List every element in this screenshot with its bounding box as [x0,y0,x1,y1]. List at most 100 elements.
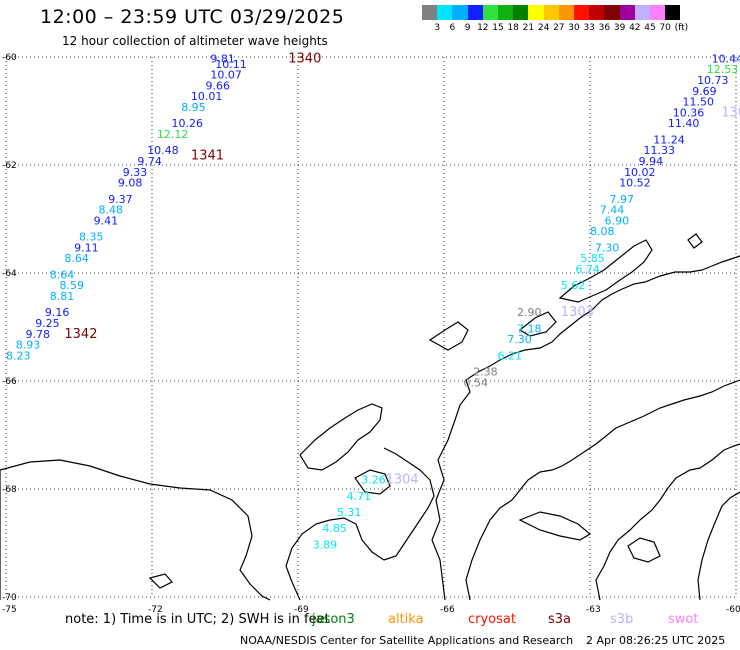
track-id-label: 130 [721,105,740,120]
wave-height-value: 8.64 [64,252,89,265]
wave-height-value: 7.30 [507,333,532,346]
island-east [697,491,740,601]
alexander-island-coast [0,459,271,601]
wave-height-value: 10.52 [619,177,651,190]
wave-height-value: 11.33 [644,144,676,157]
wave-height-value: 8.48 [98,204,123,217]
scale-swatch [513,5,529,20]
wave-height-value: 9.69 [692,85,717,98]
scale-label: 36 [598,23,611,33]
ice-shelf-1 [518,511,592,541]
lat-label: -60 [2,53,17,63]
track-id-label: 1303 [561,305,594,320]
track-ids: 1340 1341 1342 130 1303 1304 [64,51,740,487]
wave-height-value: 8.08 [590,225,615,238]
wave-height-value: 9.33 [123,166,148,179]
wave-height-value: 9.11 [74,241,99,254]
wave-height-value: 10.73 [697,74,729,87]
west-coast-2 [285,447,435,601]
map-title: 12:00 – 23:59 UTC 03/29/2025 [40,6,345,28]
scale-swatch [467,5,483,20]
wave-height-value: 10.48 [147,144,179,157]
scale-label: 70 [659,23,671,33]
wave-height-value: 10.01 [191,90,223,103]
wave-height-value: 9.81 [210,52,235,65]
scale-swatch [574,5,590,20]
scale-label: 15 [492,23,504,33]
track-id-label: 1342 [64,327,97,342]
wave-height-value: 10.07 [210,69,242,82]
wave-height-value: 9.08 [118,177,143,190]
wave-height-value: 5.62 [561,279,586,292]
scale-label: 12 [477,23,489,33]
wave-height-value: 2.90 [517,306,542,319]
shetland-islands [558,239,653,303]
wave-height-value: 7.18 [517,322,542,335]
lon-label: -60 [726,605,740,615]
scale-label: 42 [629,23,641,33]
wave-height-value: 0.54 [463,376,488,389]
track-id-label: 1341 [191,149,224,164]
scale-label: 39 [613,23,626,33]
scale-swatch [619,5,635,20]
wave-height-value: 9.41 [94,214,119,227]
scale-label: 9 [464,23,471,33]
wave-height-value: 8.64 [50,268,75,281]
wave-height-value: 8.35 [79,231,104,244]
wave-height-value: 3.89 [313,538,338,551]
satellite-legend-cryosat: cryosat [468,612,516,627]
wave-height-value: 8.93 [16,339,41,352]
timestamp-text: 2 Apr 08:26:25 UTC 2025 [586,634,726,647]
track-id-label: 1304 [386,473,419,488]
scale-swatch [665,5,681,20]
adelaide-island [299,403,383,471]
map-subtitle: 12 hour collection of altimeter wave hei… [62,34,328,48]
wave-height-value: 6.90 [605,214,630,227]
wave-height-value: 10.11 [215,58,247,71]
wave-height-value: 7.44 [600,204,625,217]
wave-height-value: 8.95 [181,101,206,114]
wave-height-value: 7.30 [595,241,620,254]
scale-swatch [558,5,574,20]
wave-height-value: 12.53 [707,63,739,76]
satellite-legend-swot: swot [668,612,699,627]
anvers-island [428,321,469,351]
coastline [0,233,740,601]
wave-height-value: 12.12 [157,128,189,141]
scale-label: 24 [537,23,550,33]
wave-height-value: 10.26 [171,117,203,130]
wave-height-value: 4.71 [347,490,372,503]
lon-label: -72 [148,605,163,615]
lat-label: -62 [2,161,17,171]
satellite-legend-jason3: jason3 [312,612,355,627]
satellite-legend-s3b: s3b [610,612,634,627]
scale-swatch [528,5,544,20]
scale-swatch [452,5,468,20]
island-small-3 [518,311,557,337]
lat-label: -68 [2,485,17,495]
lat-label: -64 [2,269,17,279]
satellite-legend-altika: altika [388,612,424,627]
scale-label: 18 [507,23,519,33]
wave-height-value: 3.26 [361,474,386,487]
ice-shelf-2 [627,537,661,563]
wave-height-value: 5.85 [580,252,605,265]
wave-height-value: 9.78 [25,328,50,341]
scale-label: 30 [568,23,580,33]
scale-label: 27 [553,23,565,33]
wave-height-value: 8.81 [50,290,75,303]
scale-swatch [650,5,666,20]
wave-height-value: 8.59 [60,279,85,292]
scale-swatch [543,5,559,20]
wave-height-value: 10.36 [673,106,705,119]
wave-height-value: 10.02 [624,166,656,179]
wave-height-value: 9.94 [639,155,664,168]
scale-swatch [634,5,650,20]
scale-label: 21 [522,23,535,33]
scale-label: 6 [449,23,456,33]
wave-height-value: 6.21 [498,349,523,362]
wave-height-value: 6.74 [575,263,600,276]
wave-height-value: 11.40 [668,117,700,130]
lat-label: -70 [2,593,17,603]
